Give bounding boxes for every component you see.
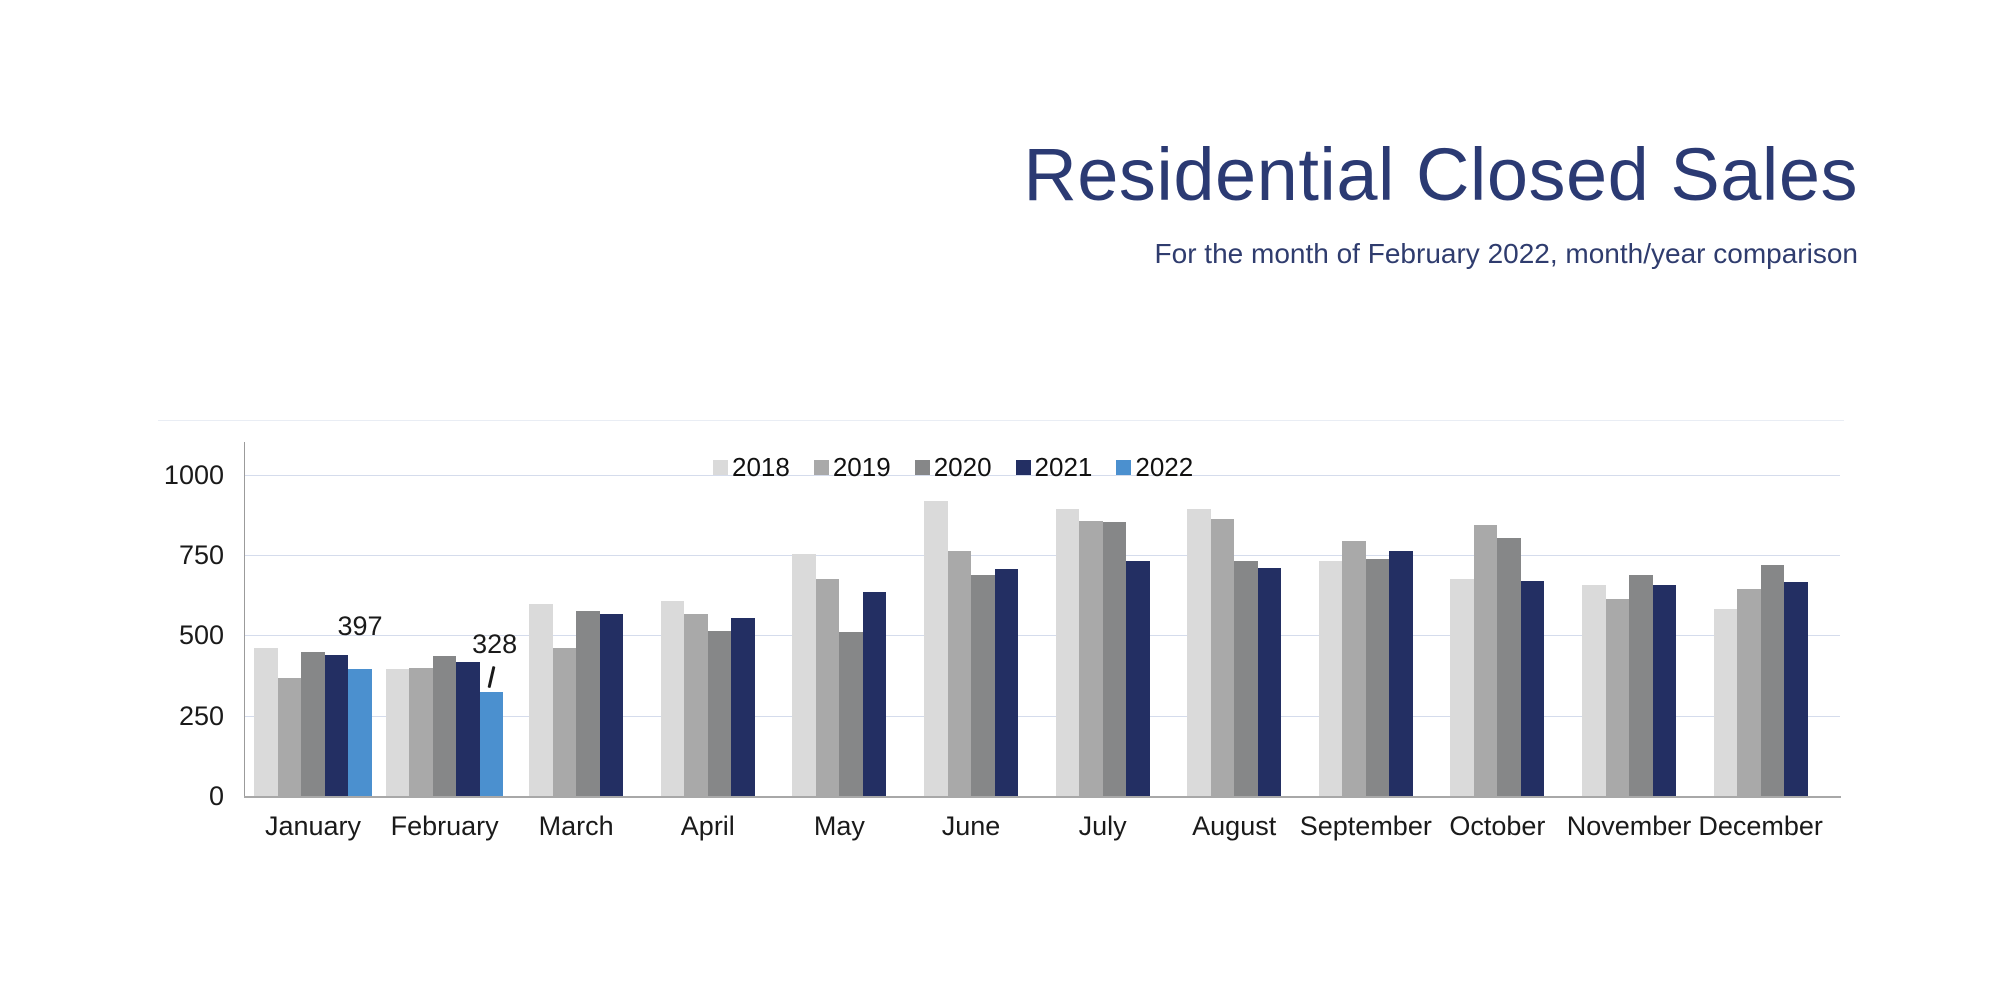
data-label-397: 397 bbox=[337, 611, 383, 642]
bar-2018-january bbox=[254, 647, 278, 797]
plot-area bbox=[244, 442, 1841, 797]
bar-2020-december bbox=[1760, 565, 1785, 797]
bar-2022-january bbox=[348, 669, 372, 797]
bar-2020-march bbox=[576, 611, 600, 797]
legend-item-2022: 2022 bbox=[1116, 454, 1193, 480]
bar-2019-may bbox=[815, 578, 840, 797]
month-label-january: January bbox=[264, 811, 362, 841]
bar-2021-january bbox=[324, 654, 349, 797]
bar-2019-june bbox=[947, 551, 971, 797]
bar-2020-september bbox=[1365, 559, 1390, 797]
y-tick-label: 500 bbox=[178, 620, 224, 651]
chart-subtitle: For the month of February 2022, month/ye… bbox=[1154, 238, 1858, 269]
y-tick-label: 1000 bbox=[163, 459, 224, 490]
month-label-june: June bbox=[941, 811, 1001, 841]
bar-2021-october bbox=[1520, 581, 1545, 797]
legend-item-2018: 2018 bbox=[713, 454, 790, 480]
legend-swatch-icon bbox=[1116, 459, 1132, 475]
bar-2019-february bbox=[409, 668, 433, 797]
legend-label: 2019 bbox=[832, 452, 891, 482]
legend-label: 2022 bbox=[1135, 452, 1194, 482]
bar-2018-february bbox=[385, 668, 410, 797]
bar-2020-april bbox=[707, 631, 732, 797]
bar-2019-august bbox=[1210, 518, 1235, 797]
bar-2019-december bbox=[1737, 588, 1761, 797]
bar-2018-october bbox=[1450, 578, 1474, 797]
bar-2021-november bbox=[1652, 585, 1676, 797]
chart-frame-top-border bbox=[158, 420, 1844, 421]
bar-2021-july bbox=[1126, 561, 1150, 797]
gridline-250 bbox=[245, 715, 1840, 717]
legend-label: 2021 bbox=[1034, 452, 1093, 482]
bar-2021-december bbox=[1784, 581, 1808, 797]
legend-item-2020: 2020 bbox=[914, 452, 992, 482]
chart-legend: 2018 2019 2020 2021 2022 bbox=[713, 454, 1193, 480]
bar-2020-february bbox=[432, 655, 457, 797]
x-axis-baseline bbox=[244, 796, 1841, 798]
bar-2018-july bbox=[1055, 508, 1080, 797]
bar-2021-may bbox=[862, 591, 887, 797]
bar-2019-september bbox=[1342, 541, 1366, 797]
month-label-march: March bbox=[538, 811, 614, 841]
bar-2021-april bbox=[731, 617, 755, 797]
bar-2020-january bbox=[301, 651, 325, 797]
month-label-september: September bbox=[1299, 811, 1432, 841]
legend-label: 2020 bbox=[933, 452, 992, 482]
y-tick-label: 0 bbox=[208, 781, 224, 811]
bar-2019-november bbox=[1605, 598, 1629, 797]
bar-2021-september bbox=[1389, 551, 1413, 797]
legend-item-2019: 2019 bbox=[813, 452, 891, 482]
bar-2018-september bbox=[1318, 561, 1343, 797]
legend-label: 2018 bbox=[732, 452, 790, 482]
y-axis-line bbox=[244, 442, 245, 797]
bar-2019-july bbox=[1079, 521, 1103, 797]
bar-2020-may bbox=[839, 632, 863, 797]
bar-2019-october bbox=[1473, 524, 1498, 797]
y-tick-label: 250 bbox=[178, 700, 224, 731]
legend-swatch-icon bbox=[914, 459, 930, 475]
month-label-february: February bbox=[390, 811, 499, 841]
legend-item-2021: 2021 bbox=[1015, 452, 1093, 482]
month-label-august: August bbox=[1192, 811, 1277, 841]
month-label-november: November bbox=[1566, 811, 1692, 841]
month-label-april: April bbox=[680, 811, 735, 841]
bar-2021-june bbox=[994, 568, 1018, 797]
gridline-750 bbox=[245, 554, 1840, 556]
bar-2018-march bbox=[529, 604, 553, 797]
data-label-328: 328 bbox=[472, 628, 518, 659]
bar-2021-march bbox=[599, 614, 624, 797]
month-label-may: May bbox=[813, 811, 865, 841]
legend-swatch-icon bbox=[813, 459, 829, 475]
bar-2018-august bbox=[1187, 508, 1211, 797]
bar-2020-october bbox=[1497, 537, 1521, 797]
bar-2020-november bbox=[1629, 575, 1653, 797]
bar-2020-august bbox=[1234, 561, 1258, 797]
legend-swatch-icon bbox=[1015, 459, 1031, 475]
bar-2018-november bbox=[1582, 585, 1606, 797]
bar-2022-february bbox=[479, 691, 504, 797]
gridline-500 bbox=[245, 635, 1840, 637]
bar-2019-april bbox=[684, 614, 708, 797]
gridline-1000 bbox=[245, 474, 1840, 476]
bar-2020-june bbox=[971, 575, 995, 797]
bar-2021-august bbox=[1257, 568, 1282, 797]
chart-title: Residential Closed Sales bbox=[1023, 133, 1858, 216]
month-label-july: July bbox=[1078, 811, 1127, 841]
bar-2019-march bbox=[552, 647, 577, 797]
month-label-october: October bbox=[1449, 811, 1546, 841]
bar-2019-january bbox=[277, 678, 302, 797]
y-tick-label: 750 bbox=[178, 539, 224, 570]
month-label-december: December bbox=[1698, 811, 1823, 841]
bar-2021-february bbox=[456, 662, 480, 797]
bar-2020-july bbox=[1102, 521, 1127, 797]
bar-2018-december bbox=[1713, 608, 1738, 797]
legend-swatch-icon bbox=[713, 459, 728, 475]
bar-2018-june bbox=[924, 500, 948, 797]
bar-2018-may bbox=[792, 554, 816, 797]
bar-2018-april bbox=[660, 601, 685, 797]
